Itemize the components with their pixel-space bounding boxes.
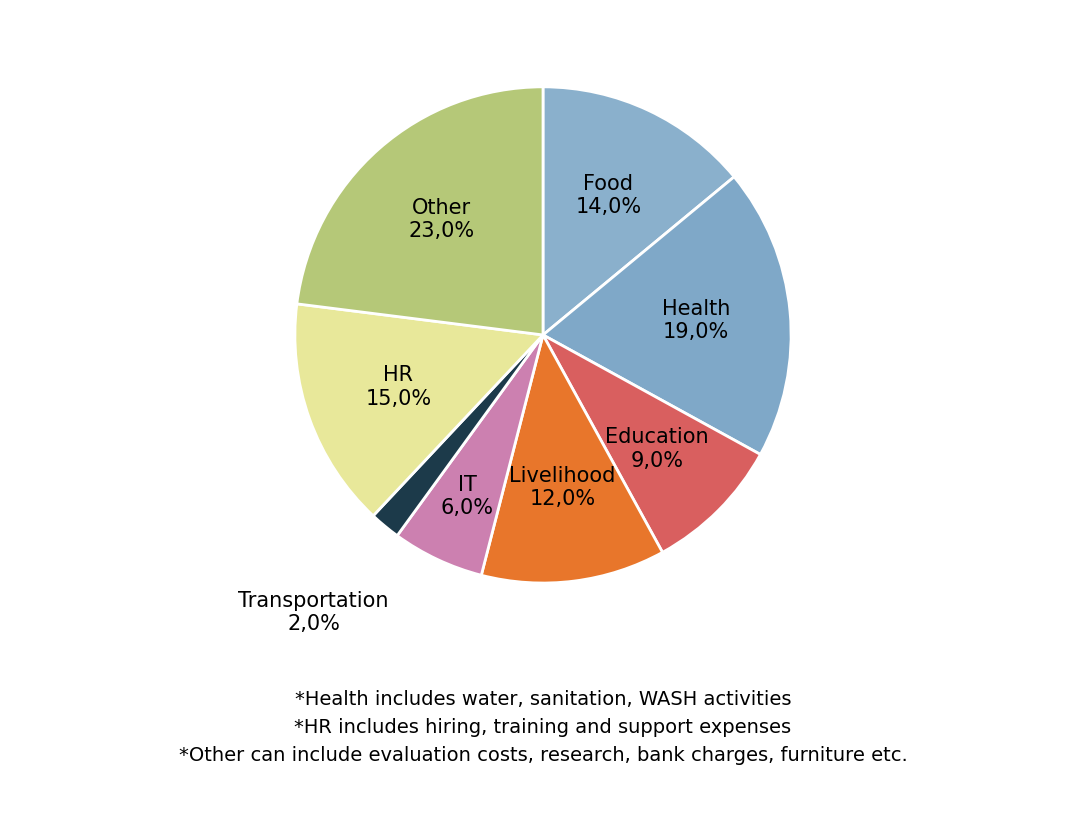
Wedge shape <box>543 335 760 552</box>
Text: HR
15,0%: HR 15,0% <box>365 366 431 409</box>
Text: Education
9,0%: Education 9,0% <box>605 428 709 471</box>
Wedge shape <box>543 87 734 335</box>
Text: Health
19,0%: Health 19,0% <box>662 299 730 342</box>
Text: Livelihood
12,0%: Livelihood 12,0% <box>509 466 616 509</box>
Text: Other
23,0%: Other 23,0% <box>408 198 475 241</box>
Wedge shape <box>374 335 543 536</box>
Text: Transportation
2,0%: Transportation 2,0% <box>239 590 389 633</box>
Wedge shape <box>543 177 791 455</box>
Wedge shape <box>296 87 543 335</box>
Text: Food
14,0%: Food 14,0% <box>576 174 642 218</box>
Wedge shape <box>397 335 543 576</box>
Wedge shape <box>295 304 543 516</box>
Text: *Health includes water, sanitation, WASH activities
*HR includes hiring, trainin: *Health includes water, sanitation, WASH… <box>178 691 908 765</box>
Wedge shape <box>481 335 662 583</box>
Text: IT
6,0%: IT 6,0% <box>441 475 493 519</box>
